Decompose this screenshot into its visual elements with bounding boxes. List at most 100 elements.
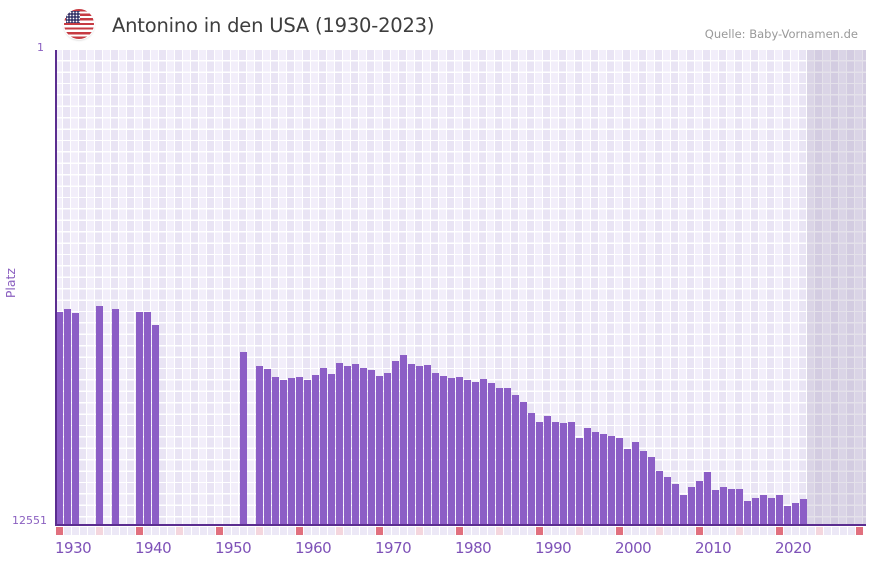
year-tick-square	[591, 527, 599, 535]
bar-2011[interactable]	[703, 471, 711, 524]
bar-1995[interactable]	[575, 437, 583, 524]
year-tick-square	[103, 527, 111, 535]
bar-2014[interactable]	[727, 489, 735, 524]
bar-1959[interactable]	[287, 378, 295, 524]
bar-1956[interactable]	[263, 369, 271, 524]
bar-1992[interactable]	[551, 422, 559, 524]
bar-1975[interactable]	[415, 366, 423, 524]
bar-2006[interactable]	[663, 477, 671, 524]
bar-2010[interactable]	[695, 480, 703, 524]
bar-1962[interactable]	[311, 375, 319, 524]
bar-2002[interactable]	[631, 442, 639, 524]
year-tick-square	[463, 527, 471, 535]
bar-2016[interactable]	[743, 500, 751, 524]
bar-1993[interactable]	[559, 423, 567, 524]
bar-2023[interactable]	[799, 499, 807, 524]
bar-1958[interactable]	[279, 380, 287, 524]
bar-2021[interactable]	[783, 506, 791, 524]
bar-1953[interactable]	[239, 352, 247, 524]
bar-1966[interactable]	[343, 366, 351, 524]
year-tick-square	[183, 527, 191, 535]
year-tick-square	[159, 527, 167, 535]
bar-2017[interactable]	[751, 497, 759, 524]
bar-1961[interactable]	[303, 380, 311, 524]
bar-1999[interactable]	[607, 435, 615, 524]
bar-1970[interactable]	[375, 375, 383, 524]
bar-2000[interactable]	[615, 437, 623, 524]
bar-2003[interactable]	[639, 451, 647, 524]
bar-1979[interactable]	[447, 378, 455, 524]
bar-1969[interactable]	[367, 369, 375, 524]
year-tick-square	[639, 527, 647, 535]
year-tick-square	[263, 527, 271, 535]
bar-2022[interactable]	[791, 503, 799, 524]
year-tick-square	[303, 527, 311, 535]
bar-1988[interactable]	[519, 401, 527, 524]
bar-1990[interactable]	[535, 422, 543, 524]
bar-2004[interactable]	[647, 457, 655, 524]
bar-1981[interactable]	[463, 380, 471, 524]
bar-1977[interactable]	[431, 372, 439, 524]
bar-1978[interactable]	[439, 375, 447, 524]
bar-1935[interactable]	[95, 306, 103, 524]
bar-1998[interactable]	[599, 434, 607, 524]
year-tick-square	[423, 527, 431, 535]
bar-1985[interactable]	[495, 388, 503, 524]
bar-2015[interactable]	[735, 489, 743, 524]
year-tick-square	[143, 527, 151, 535]
bar-1955[interactable]	[255, 366, 263, 524]
bar-1942[interactable]	[151, 324, 159, 524]
year-tick-square	[495, 527, 503, 535]
bar-2018[interactable]	[759, 494, 767, 524]
bar-2008[interactable]	[679, 494, 687, 524]
year-tick-square	[223, 527, 231, 535]
bar-2013[interactable]	[719, 486, 727, 524]
bar-1983[interactable]	[479, 378, 487, 524]
bar-1930[interactable]	[55, 312, 63, 524]
bar-1989[interactable]	[527, 412, 535, 524]
bar-1937[interactable]	[111, 309, 119, 524]
bar-1963[interactable]	[319, 367, 327, 524]
bar-1972[interactable]	[391, 361, 399, 524]
year-tick-square	[599, 527, 607, 535]
bar-1931[interactable]	[63, 309, 71, 524]
year-tick-square	[359, 527, 367, 535]
bar-2019[interactable]	[767, 497, 775, 524]
bar-1982[interactable]	[471, 381, 479, 524]
bar-1986[interactable]	[503, 388, 511, 524]
bar-2009[interactable]	[687, 486, 695, 524]
bar-1965[interactable]	[335, 363, 343, 524]
bar-1968[interactable]	[359, 367, 367, 524]
bar-1994[interactable]	[567, 422, 575, 524]
bar-1964[interactable]	[327, 374, 335, 524]
bar-2020[interactable]	[775, 494, 783, 524]
bar-1984[interactable]	[487, 383, 495, 524]
year-tick-square	[415, 527, 423, 535]
bar-1991[interactable]	[543, 415, 551, 524]
bar-1941[interactable]	[143, 312, 151, 524]
bar-1971[interactable]	[383, 372, 391, 524]
bar-2005[interactable]	[655, 471, 663, 524]
bar-2012[interactable]	[711, 489, 719, 524]
year-tick-square	[175, 527, 183, 535]
bar-2001[interactable]	[623, 449, 631, 524]
x-axis-label: 1930	[55, 539, 92, 557]
bar-1973[interactable]	[399, 355, 407, 524]
bar-2007[interactable]	[671, 483, 679, 524]
bar-1960[interactable]	[295, 377, 303, 524]
year-tick-square	[343, 527, 351, 535]
bar-1996[interactable]	[583, 428, 591, 524]
bar-1980[interactable]	[455, 377, 463, 524]
bar-1987[interactable]	[511, 395, 519, 524]
bar-1940[interactable]	[135, 312, 143, 524]
bar-1957[interactable]	[271, 377, 279, 524]
bar-1967[interactable]	[351, 364, 359, 524]
bar-1932[interactable]	[71, 313, 79, 524]
bar-1997[interactable]	[591, 432, 599, 524]
year-tick-square	[279, 527, 287, 535]
bar-1976[interactable]	[423, 364, 431, 524]
year-tick-square	[55, 527, 63, 535]
bar-1974[interactable]	[407, 364, 415, 524]
y-axis-title: Platz	[3, 268, 18, 299]
page-title: Antonino in den USA (1930-2023)	[112, 14, 435, 37]
